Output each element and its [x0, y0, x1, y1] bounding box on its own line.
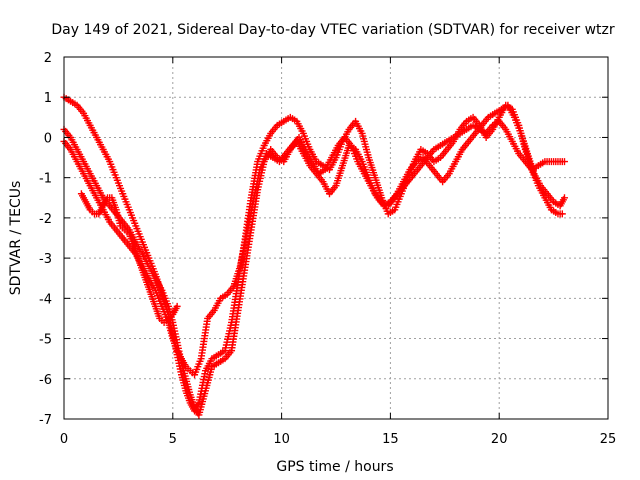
x-tick-label: 10 [273, 432, 290, 447]
tick-label-layer: 0 5 10 15 20 25 -7 -6 -5 -4 -3 -2 -1 0 1 2 [39, 51, 616, 447]
chart-title: Day 149 of 2021, Sidereal Day-to-day VTE… [51, 22, 615, 38]
y-tick-label: -4 [39, 292, 52, 307]
series-track-4 [77, 190, 181, 326]
x-tick-label: 0 [60, 432, 68, 447]
y-tick-label: 0 [44, 131, 52, 146]
x-tick-label: 25 [600, 432, 617, 447]
y-tick-label: -5 [39, 333, 52, 348]
grid-layer [64, 57, 608, 419]
y-tick-label: -6 [39, 373, 52, 388]
data-point [173, 302, 181, 310]
y-tick-label: 1 [44, 91, 52, 106]
y-tick-label: -3 [39, 252, 52, 267]
data-layer [60, 93, 568, 419]
x-axis-label: GPS time / hours [276, 459, 393, 475]
y-tick-label: 2 [44, 51, 52, 66]
x-tick-label: 20 [491, 432, 508, 447]
data-point [560, 158, 568, 166]
plot-frame [63, 56, 609, 420]
series-track-3 [60, 101, 568, 379]
data-point [560, 194, 568, 202]
y-axis-label: SDTVAR / TECUs [8, 181, 24, 296]
data-point [558, 210, 566, 218]
x-tick-label: 5 [169, 432, 177, 447]
tick-layer [63, 56, 609, 420]
x-tick-label: 15 [382, 432, 399, 447]
y-tick-label: -1 [39, 172, 52, 187]
y-tick-label: -2 [39, 212, 52, 227]
y-tick-label: -7 [39, 413, 52, 428]
